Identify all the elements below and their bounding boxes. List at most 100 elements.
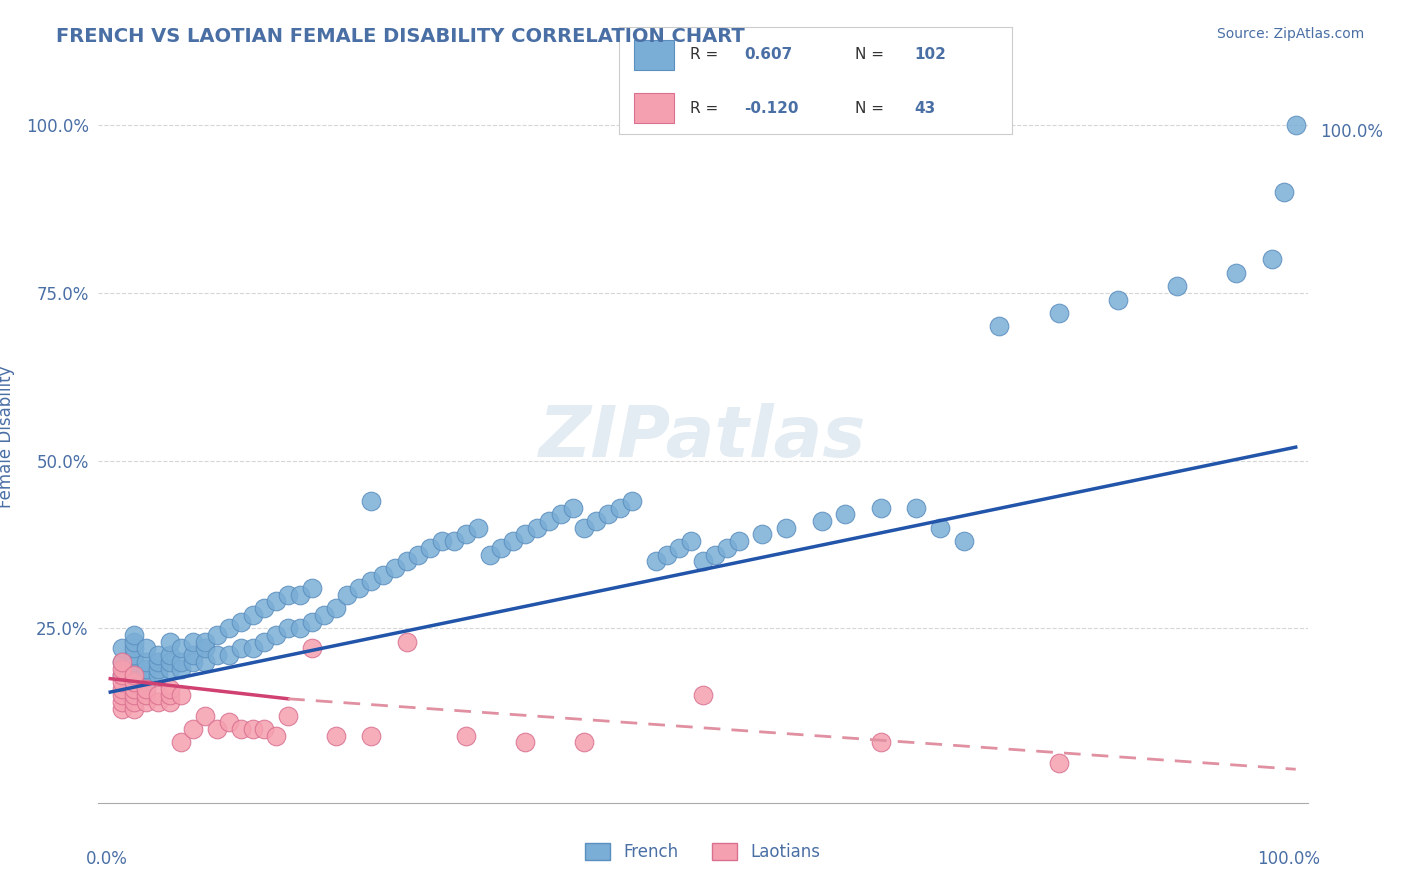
Point xyxy=(111,695,134,709)
Point xyxy=(194,708,217,723)
Point xyxy=(253,601,276,615)
FancyBboxPatch shape xyxy=(634,39,673,70)
Point xyxy=(325,601,347,615)
Point xyxy=(122,702,145,716)
Point xyxy=(419,541,441,555)
Point xyxy=(585,514,607,528)
Point xyxy=(122,648,145,662)
Point xyxy=(242,607,264,622)
Point xyxy=(277,621,299,635)
Point xyxy=(146,689,169,703)
Point xyxy=(111,655,134,669)
Point xyxy=(159,681,181,696)
Text: 102: 102 xyxy=(914,47,946,62)
Point xyxy=(491,541,513,555)
Point xyxy=(229,615,252,629)
Point xyxy=(526,521,548,535)
Point xyxy=(301,641,323,656)
Point xyxy=(264,594,287,608)
Point xyxy=(111,681,134,696)
Text: FRENCH VS LAOTIAN FEMALE DISABILITY CORRELATION CHART: FRENCH VS LAOTIAN FEMALE DISABILITY CORR… xyxy=(56,27,745,45)
Point xyxy=(218,648,240,662)
Point xyxy=(288,588,311,602)
Point xyxy=(181,648,204,662)
Point xyxy=(692,689,714,703)
Point xyxy=(218,715,240,730)
Point xyxy=(122,668,145,682)
Point xyxy=(159,662,181,676)
Point xyxy=(929,521,952,535)
Point xyxy=(360,574,382,589)
Point xyxy=(229,722,252,736)
Point xyxy=(775,521,797,535)
Point xyxy=(122,655,145,669)
Point xyxy=(751,527,773,541)
Point xyxy=(668,541,690,555)
Text: N =: N = xyxy=(855,47,889,62)
Point xyxy=(288,621,311,635)
Point xyxy=(205,628,228,642)
Point xyxy=(146,655,169,669)
Point xyxy=(703,548,725,562)
Text: Source: ZipAtlas.com: Source: ZipAtlas.com xyxy=(1216,27,1364,41)
Point xyxy=(384,561,406,575)
Point xyxy=(620,493,643,508)
Point xyxy=(454,729,477,743)
Point xyxy=(716,541,738,555)
Point xyxy=(644,554,666,568)
Point xyxy=(574,735,596,749)
Point xyxy=(395,634,418,648)
Text: 43: 43 xyxy=(914,101,935,116)
Point xyxy=(550,508,572,522)
Text: N =: N = xyxy=(855,101,889,116)
Point xyxy=(264,628,287,642)
Point xyxy=(537,514,560,528)
Point xyxy=(277,708,299,723)
Point xyxy=(205,722,228,736)
Point xyxy=(146,695,169,709)
Point xyxy=(515,527,537,541)
Point xyxy=(1107,293,1129,307)
Point xyxy=(561,500,583,515)
Point xyxy=(170,655,193,669)
Point xyxy=(253,634,276,648)
Point xyxy=(159,648,181,662)
Point xyxy=(159,634,181,648)
Point xyxy=(692,554,714,568)
Point xyxy=(988,319,1011,334)
Point xyxy=(478,548,501,562)
Point xyxy=(122,668,145,682)
Legend: French, Laotians: French, Laotians xyxy=(579,836,827,868)
Point xyxy=(727,534,749,549)
Point xyxy=(122,681,145,696)
Point xyxy=(869,500,891,515)
Point xyxy=(443,534,465,549)
Point xyxy=(336,588,359,602)
Text: -0.120: -0.120 xyxy=(745,101,799,116)
Point xyxy=(135,641,157,656)
Point xyxy=(111,689,134,703)
Text: 0.0%: 0.0% xyxy=(86,850,128,868)
Point xyxy=(1047,306,1070,320)
Text: 100.0%: 100.0% xyxy=(1257,850,1320,868)
Point xyxy=(869,735,891,749)
Point xyxy=(395,554,418,568)
Point xyxy=(194,634,217,648)
Point xyxy=(229,641,252,656)
Point xyxy=(159,655,181,669)
FancyBboxPatch shape xyxy=(634,93,673,123)
Point xyxy=(264,729,287,743)
Point xyxy=(194,655,217,669)
Point xyxy=(122,675,145,690)
Point xyxy=(432,534,454,549)
Point xyxy=(159,695,181,709)
Point xyxy=(312,607,335,622)
Point xyxy=(170,662,193,676)
Point xyxy=(146,648,169,662)
Point xyxy=(681,534,703,549)
Point xyxy=(657,548,679,562)
Text: 0.607: 0.607 xyxy=(745,47,793,62)
Point xyxy=(170,689,193,703)
Point xyxy=(253,722,276,736)
Point xyxy=(242,722,264,736)
